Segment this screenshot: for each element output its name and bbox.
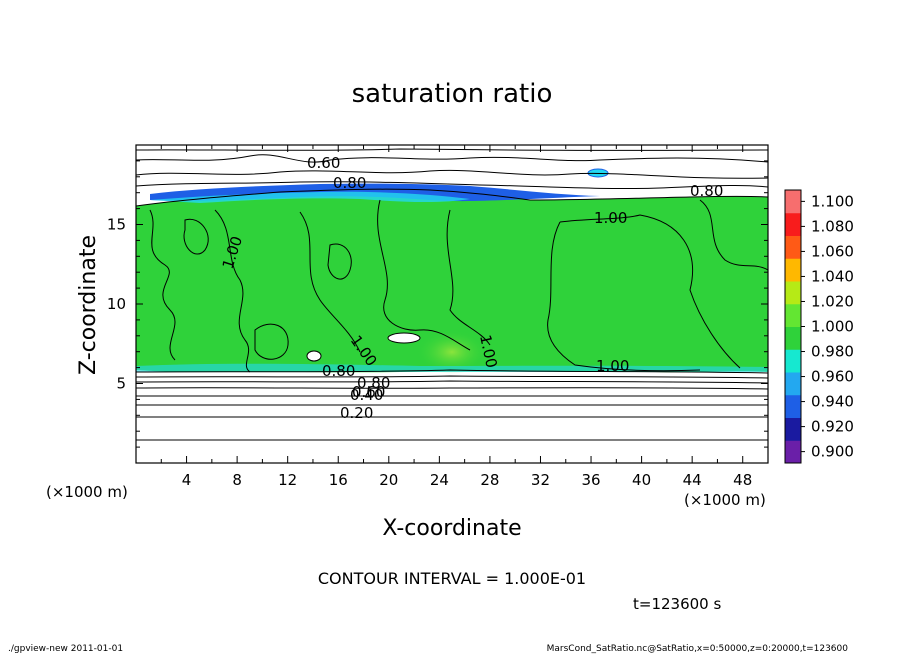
colorbar-segment xyxy=(785,440,801,464)
colorbar-segment xyxy=(785,212,801,236)
colorbar-label: 1.020 xyxy=(811,292,854,310)
contour-line xyxy=(183,218,209,255)
x-tick-label: 16 xyxy=(329,471,348,489)
colorbar: 0.900 0.920 0.940 0.960 0.980 1.000 1.020 1.040… xyxy=(784,189,854,464)
x-tick-label: 28 xyxy=(480,471,499,489)
contour-line xyxy=(136,148,768,151)
contour-label: 0.20 xyxy=(340,404,373,422)
contour-line xyxy=(136,154,768,163)
contour-label: 0.60 xyxy=(352,383,385,401)
contour-interval: CONTOUR INTERVAL = 1.000E-01 xyxy=(318,569,586,588)
contour-line xyxy=(327,243,352,280)
x-tick-label: 12 xyxy=(278,471,297,489)
contour-line xyxy=(136,380,768,384)
colorbar-label: 1.040 xyxy=(811,267,854,285)
contour-line xyxy=(377,199,471,351)
contour-line xyxy=(149,209,176,361)
colorbar-label: 0.900 xyxy=(811,443,854,461)
x-tick-label: 32 xyxy=(531,471,550,489)
contour-line xyxy=(136,188,768,207)
footer-right: MarsCond_SatRatio.nc@SatRatio,x=0:50000,… xyxy=(547,644,849,654)
colorbar-segment xyxy=(785,281,801,305)
contour-line xyxy=(547,221,701,372)
colorbar-label: 1.000 xyxy=(811,318,854,336)
colorbar-label: 0.920 xyxy=(811,418,854,436)
colorbar-label: 1.100 xyxy=(811,192,854,210)
colorbar-label: 0.980 xyxy=(811,343,854,361)
time-label: t=123600 s xyxy=(633,595,721,613)
colorbar-label: 0.960 xyxy=(811,368,854,386)
colorbar-segment xyxy=(785,258,801,282)
contour-label: 1.00 xyxy=(594,209,627,227)
plot-area: 0.60 0.80 0.80 0.80 1.00 1.00 1.00 1.00 … xyxy=(136,145,768,463)
contour-line xyxy=(136,181,768,190)
contour-line xyxy=(446,209,491,346)
cyan-band-bottom xyxy=(136,363,768,372)
colorbar-label: 1.060 xyxy=(811,242,854,260)
colorbar-segment xyxy=(785,326,801,350)
colorbar-segment xyxy=(785,235,801,259)
contour-line xyxy=(136,169,768,179)
x-axis-unit-right: (×1000 m) xyxy=(684,491,766,509)
contour-line xyxy=(136,369,768,374)
colorbar-segment xyxy=(785,394,801,418)
x-tick-label: 48 xyxy=(733,471,752,489)
cyan-band-top xyxy=(150,191,470,203)
contour-label: 1.00 xyxy=(596,357,629,375)
y-tick-label: 15 xyxy=(107,216,126,234)
contour-label: 0.80 xyxy=(333,174,366,192)
contour-line xyxy=(699,199,768,271)
contour-line xyxy=(136,387,768,390)
contour-label: 0.40 xyxy=(350,386,383,404)
colorbar-label: 0.940 xyxy=(811,393,854,411)
contour-line xyxy=(559,214,741,369)
y-axis-ticks: 5 10 15 xyxy=(107,160,768,448)
x-axis-ticks: 4 8 12 16 20 24 28 32 36 40 44 48 xyxy=(160,145,752,489)
chart-title: saturation ratio xyxy=(352,79,553,109)
colorbar-segment xyxy=(785,372,801,396)
dry-pocket xyxy=(306,350,322,362)
moist-patch xyxy=(587,168,609,178)
x-axis-unit-left: (×1000 m) xyxy=(46,483,128,501)
x-tick-label: 44 xyxy=(683,471,702,489)
contour-label: 0.80 xyxy=(322,362,355,380)
y-axis-label: Z-coordinate xyxy=(76,235,101,375)
colorbar-label: 1.080 xyxy=(811,217,854,235)
colorbar-segment xyxy=(785,417,801,441)
colorbar-segment xyxy=(785,190,801,214)
x-tick-label: 40 xyxy=(632,471,651,489)
y-tick-label: 10 xyxy=(107,295,126,313)
contour-line xyxy=(214,209,251,373)
x-tick-label: 36 xyxy=(581,471,600,489)
footer-left: ./gpview-new 2011-01-01 xyxy=(8,644,123,654)
x-tick-label: 20 xyxy=(379,471,398,489)
warm-patch xyxy=(416,330,488,374)
dry-pocket xyxy=(387,332,421,344)
colorbar-segment xyxy=(785,349,801,373)
contour-line xyxy=(254,323,289,360)
contour-line xyxy=(299,211,361,353)
x-tick-label: 8 xyxy=(232,471,242,489)
colorbar-segment xyxy=(785,303,801,327)
y-tick-label: 5 xyxy=(116,375,126,393)
contour-line xyxy=(136,375,768,379)
contour-label: 0.80 xyxy=(690,182,723,200)
x-axis-label: X-coordinate xyxy=(382,516,521,541)
contour-label: 0.60 xyxy=(307,154,340,172)
x-tick-label: 24 xyxy=(430,471,449,489)
contour-label: 0.80 xyxy=(357,374,390,392)
contour-lines xyxy=(136,148,768,441)
x-tick-label: 4 xyxy=(182,471,192,489)
